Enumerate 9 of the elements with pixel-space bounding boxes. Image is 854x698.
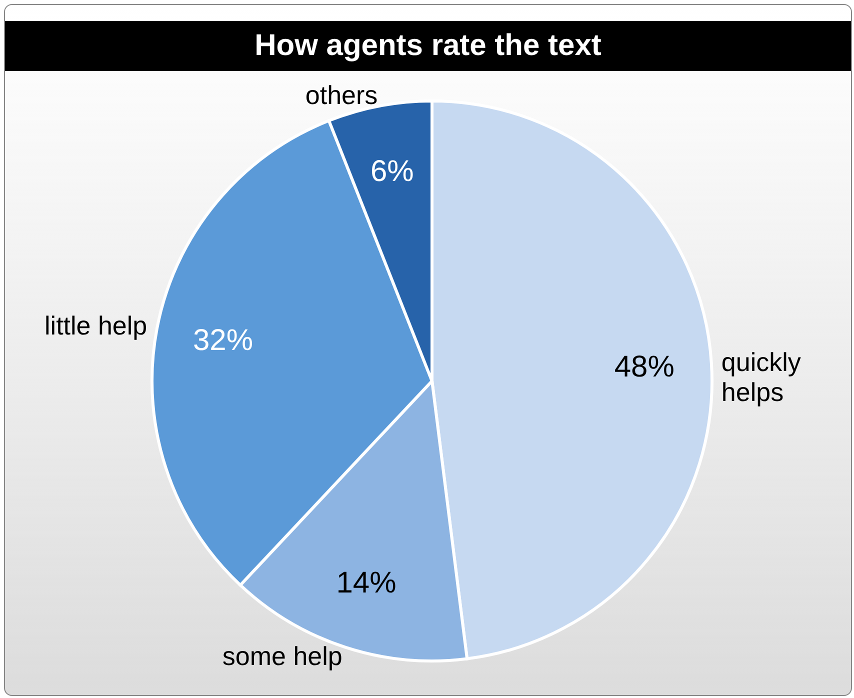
data-label: 6% — [370, 154, 414, 188]
slice-label: quickly helps — [721, 346, 801, 407]
slice-label: some help — [222, 640, 342, 671]
slice-label: others — [305, 80, 378, 110]
data-label: 48% — [614, 350, 674, 384]
data-label: 32% — [192, 324, 253, 358]
data-label: 14% — [336, 566, 396, 600]
chart-title: How agents rate the text — [5, 21, 851, 71]
slice-label: little help — [44, 310, 148, 341]
